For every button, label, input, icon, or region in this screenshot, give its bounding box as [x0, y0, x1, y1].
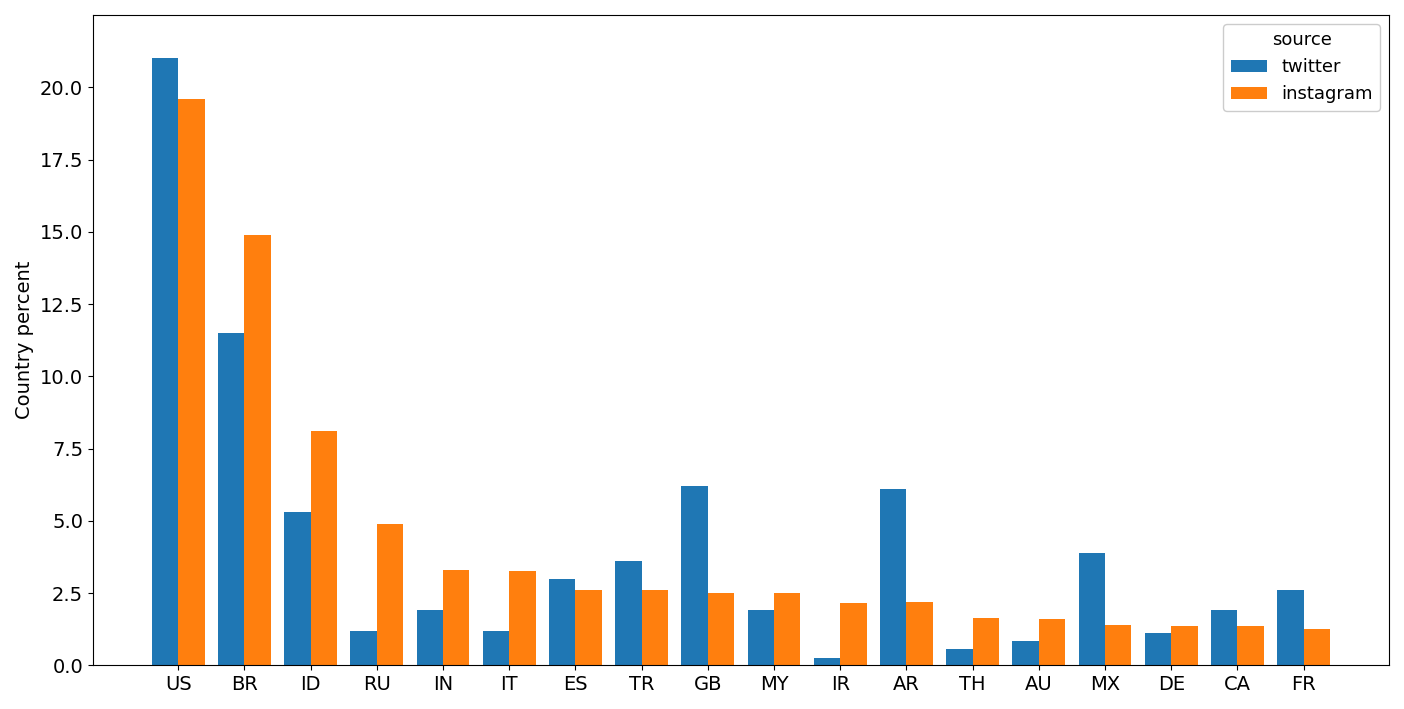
- Bar: [376, 524, 403, 665]
- Bar: [310, 431, 337, 665]
- Bar: [1144, 633, 1171, 665]
- Bar: [1105, 625, 1132, 665]
- Bar: [576, 590, 602, 665]
- Bar: [1012, 641, 1039, 665]
- Bar: [152, 58, 178, 665]
- Bar: [747, 610, 774, 665]
- Bar: [642, 590, 668, 665]
- Bar: [483, 630, 510, 665]
- Bar: [284, 512, 310, 665]
- Bar: [708, 593, 734, 665]
- Bar: [814, 658, 840, 665]
- Bar: [840, 603, 866, 665]
- Legend: twitter, instagram: twitter, instagram: [1223, 24, 1380, 111]
- Bar: [774, 593, 800, 665]
- Bar: [1210, 610, 1237, 665]
- Bar: [444, 570, 469, 665]
- Bar: [1039, 619, 1066, 665]
- Bar: [178, 99, 205, 665]
- Bar: [1237, 626, 1264, 665]
- Bar: [973, 618, 1000, 665]
- Bar: [218, 333, 244, 665]
- Bar: [417, 610, 444, 665]
- Bar: [510, 571, 536, 665]
- Bar: [907, 602, 932, 665]
- Bar: [549, 579, 576, 665]
- Bar: [1278, 590, 1303, 665]
- Y-axis label: Country percent: Country percent: [15, 261, 34, 419]
- Bar: [1078, 552, 1105, 665]
- Bar: [681, 486, 708, 665]
- Bar: [351, 630, 376, 665]
- Bar: [1171, 626, 1198, 665]
- Bar: [615, 562, 642, 665]
- Bar: [946, 649, 973, 665]
- Bar: [1303, 629, 1330, 665]
- Bar: [880, 489, 907, 665]
- Bar: [244, 235, 271, 665]
